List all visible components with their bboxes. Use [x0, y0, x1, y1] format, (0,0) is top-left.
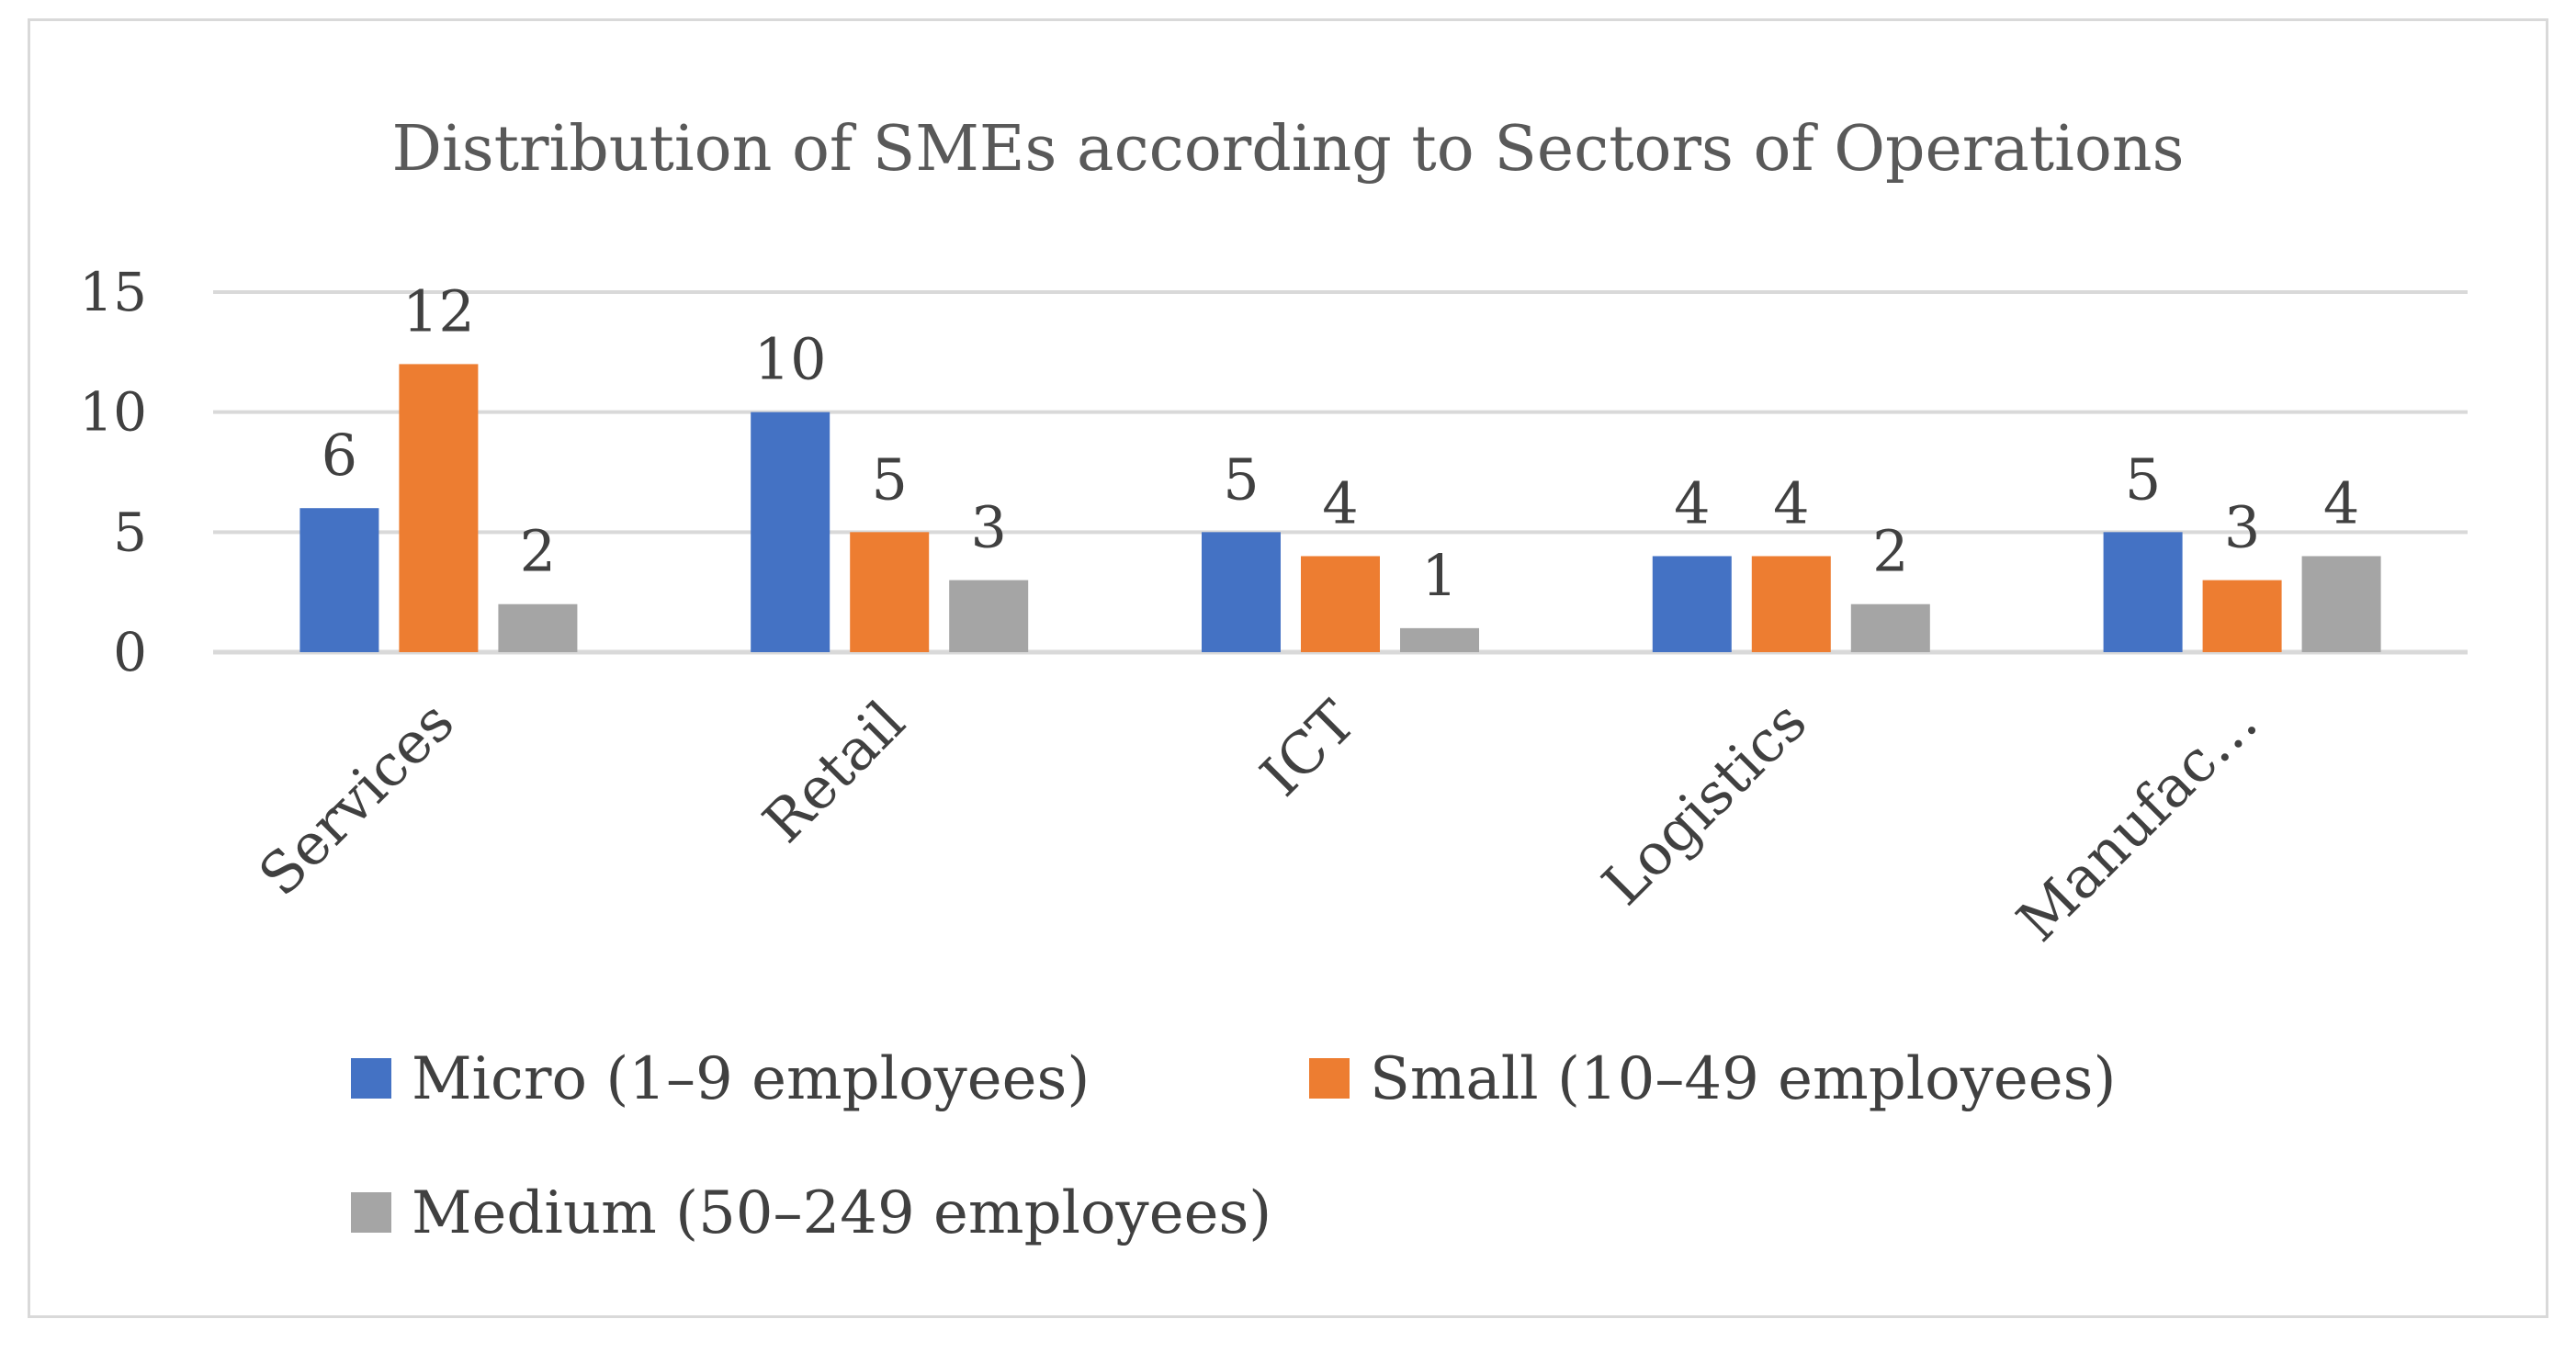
legend-label: Medium (50–249 employees) — [412, 1179, 1271, 1247]
data-label: 2 — [1872, 518, 1908, 585]
data-label: 1 — [1421, 542, 1457, 609]
bar — [299, 508, 379, 652]
y-tick-label: 15 — [79, 261, 147, 323]
x-tick-label: Logistics — [1589, 688, 1819, 918]
data-label: 12 — [402, 277, 475, 344]
x-tick-label: ICT — [1248, 688, 1369, 809]
bar — [1652, 556, 1732, 652]
bar — [498, 603, 578, 652]
y-tick-label: 10 — [79, 381, 147, 444]
chart-title: Distribution of SMEs according to Sector… — [391, 113, 2184, 186]
bar — [2103, 532, 2183, 652]
y-tick-label: 0 — [113, 621, 147, 683]
bar — [949, 580, 1029, 652]
legend-swatch — [351, 1058, 391, 1099]
bar — [1301, 556, 1380, 652]
bar — [2202, 580, 2282, 652]
data-label: 5 — [1223, 445, 1259, 513]
legend-swatch — [351, 1192, 391, 1233]
data-label: 10 — [754, 326, 827, 393]
bar — [1850, 603, 1930, 652]
y-tick-label: 5 — [113, 501, 147, 563]
x-tick-label: Manufac… — [2004, 688, 2270, 954]
data-label: 2 — [520, 518, 556, 585]
bar — [1202, 532, 1281, 652]
legend: Micro (1–9 employees) Small (10–49 employ… — [351, 1045, 2116, 1247]
chart-frame — [28, 18, 2548, 1318]
x-tick-label: Services — [246, 688, 467, 908]
bars — [299, 364, 2381, 652]
bar — [1751, 556, 1831, 652]
y-axis-ticks: 0 5 10 15 — [79, 261, 147, 683]
bar — [2301, 556, 2381, 652]
data-label: 5 — [871, 445, 907, 513]
data-label: 4 — [2323, 469, 2359, 536]
x-axis-ticks: Services Retail ICT Logistics Manufac… — [246, 688, 2271, 954]
data-label: 3 — [2224, 494, 2260, 561]
legend-swatch — [1309, 1058, 1350, 1099]
data-label: 4 — [1322, 469, 1358, 536]
data-label: 4 — [1674, 469, 1710, 536]
data-label: 6 — [322, 422, 357, 489]
data-label: 4 — [1773, 469, 1809, 536]
data-label: 5 — [2125, 445, 2161, 513]
data-label: 3 — [970, 494, 1006, 561]
bar — [850, 532, 930, 652]
legend-label: Small (10–49 employees) — [1370, 1045, 2116, 1113]
bar — [1400, 627, 1479, 652]
legend-label: Micro (1–9 employees) — [412, 1045, 1090, 1113]
x-tick-label: Retail — [750, 688, 917, 855]
bar — [751, 412, 830, 652]
bar — [399, 364, 479, 652]
